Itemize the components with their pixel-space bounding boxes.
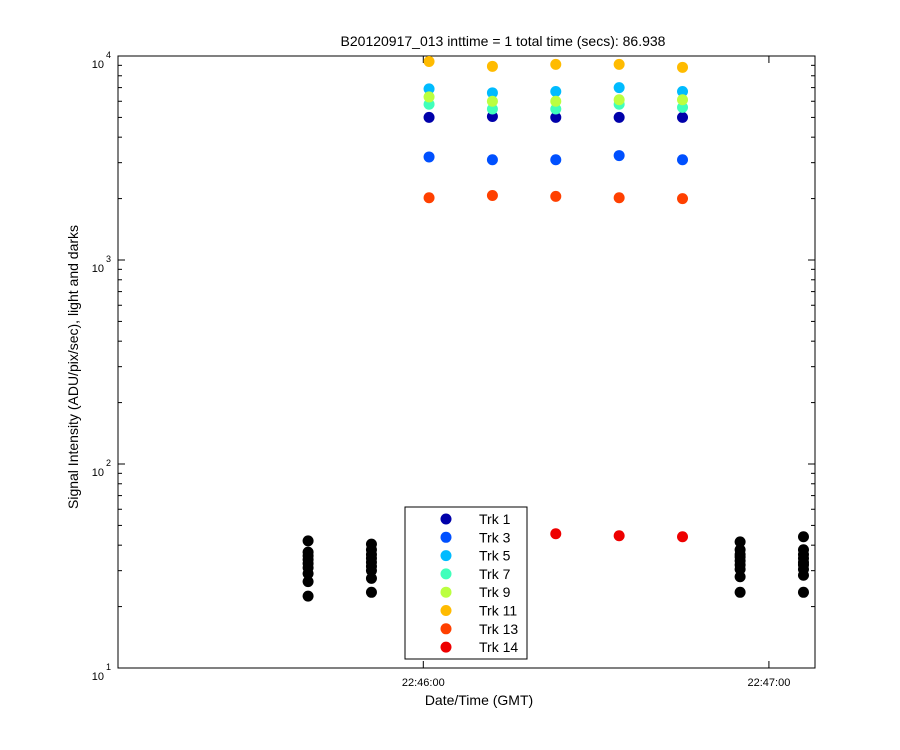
- point-trk-3: [486, 154, 498, 166]
- legend-label-trk-1: Trk 1: [479, 511, 511, 527]
- x-tick-label: 22:46:00: [402, 677, 445, 689]
- point-trk-1: [423, 111, 435, 123]
- legend-marker-trk-7: [440, 568, 452, 580]
- point-trk-11: [677, 61, 689, 73]
- point-trk-9: [613, 94, 625, 106]
- y-tick-label: 10: [92, 467, 104, 479]
- point-trk-7: [550, 103, 562, 115]
- x-axis-label: Date/Time (GMT): [425, 692, 533, 708]
- point-trk-5: [550, 85, 562, 97]
- legend-label-trk-9: Trk 9: [479, 584, 511, 600]
- point-trk-11: [550, 58, 562, 70]
- legend-label-trk-7: Trk 7: [479, 566, 511, 582]
- x-tick-label: 22:47:00: [748, 677, 791, 689]
- legend-label-trk-11: Trk 11: [479, 603, 517, 619]
- point-trk-3: [423, 151, 435, 163]
- point-trk-11: [486, 60, 498, 72]
- dark-point: [302, 576, 314, 588]
- dark-point: [734, 586, 746, 598]
- y-tick-label: 10: [92, 59, 104, 71]
- legend-marker-trk-14: [440, 641, 452, 653]
- point-trk-9: [423, 91, 435, 103]
- legend-marker-trk-1: [440, 513, 452, 525]
- point-trk-3: [550, 154, 562, 166]
- point-trk-5: [677, 85, 689, 97]
- data-points: [302, 55, 809, 602]
- legend-label-trk-13: Trk 13: [479, 621, 518, 637]
- legend-box: [404, 506, 528, 660]
- point-trk-7: [677, 101, 689, 113]
- point-trk-9: [486, 95, 498, 107]
- y-tick-label: 10: [92, 671, 104, 683]
- point-trk-14: [677, 531, 689, 543]
- legend-label-trk-14: Trk 14: [479, 639, 518, 655]
- dark-point: [797, 531, 809, 543]
- point-trk-11: [423, 55, 435, 67]
- point-trk-14: [550, 528, 562, 540]
- point-trk-1: [550, 111, 562, 123]
- chart-title: B20120917_013 inttime = 1 total time (se…: [341, 33, 666, 49]
- legend-label-trk-3: Trk 3: [479, 529, 511, 545]
- dark-point: [365, 572, 377, 584]
- legend-marker-trk-11: [440, 605, 452, 616]
- dark-point: [302, 590, 314, 602]
- y-tick-exponent: 3: [106, 254, 111, 264]
- legend-marker-trk-3: [440, 531, 452, 543]
- x-tick-labels: 22:46:00 22:47:00: [402, 677, 790, 689]
- dark-point: [797, 544, 809, 556]
- point-trk-3: [677, 154, 689, 166]
- point-trk-9: [677, 94, 689, 106]
- dark-point: [365, 586, 377, 598]
- point-trk-9: [550, 95, 562, 107]
- dark-point: [365, 538, 377, 550]
- point-trk-14: [613, 530, 625, 542]
- dark-point: [734, 544, 746, 556]
- point-trk-11: [613, 58, 625, 70]
- point-trk-13: [550, 190, 562, 202]
- y-tick-label: 10: [92, 263, 104, 275]
- point-trk-13: [677, 193, 689, 205]
- y-tick-exponent: 4: [106, 50, 111, 60]
- point-trk-13: [423, 192, 435, 204]
- legend-marker-trk-9: [440, 586, 452, 598]
- point-trk-5: [613, 82, 625, 94]
- dark-point: [302, 546, 314, 558]
- point-trk-13: [486, 190, 498, 202]
- dark-point: [734, 571, 746, 583]
- y-tick-exponent: 2: [106, 458, 111, 468]
- axis-ticks: [118, 56, 815, 669]
- legend: Trk 1 Trk 3 Trk 5 Trk 7 Trk 9 Trk 11 Trk 13 Trk…: [404, 506, 528, 660]
- point-trk-5: [423, 83, 435, 95]
- legend-marker-trk-5: [440, 550, 452, 562]
- point-trk-3: [613, 150, 625, 162]
- legend-marker-trk-13: [440, 623, 452, 635]
- legend-label-trk-5: Trk 5: [479, 548, 511, 564]
- point-trk-1: [613, 111, 625, 123]
- dark-point: [797, 586, 809, 598]
- point-trk-7: [486, 103, 498, 115]
- y-tick-exponent: 1: [106, 662, 111, 672]
- point-trk-1: [677, 111, 689, 123]
- y-axis-label: Signal Intensity (ADU/pix/sec), light an…: [65, 225, 81, 509]
- dark-point: [302, 535, 314, 547]
- point-trk-13: [613, 192, 625, 204]
- point-trk-5: [486, 87, 498, 99]
- dark-point: [734, 536, 746, 548]
- point-trk-1: [486, 111, 498, 123]
